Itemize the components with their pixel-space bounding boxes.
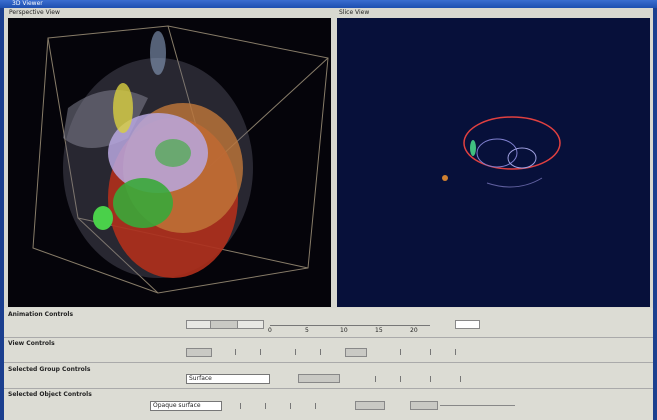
separator xyxy=(4,388,653,389)
window-title: 3D Viewer xyxy=(12,0,43,7)
frame-input[interactable] xyxy=(455,320,480,329)
title-bar: 3D Viewer xyxy=(0,0,657,8)
slice-view xyxy=(337,18,650,307)
section-label: Selected Object Controls xyxy=(8,391,92,398)
tick-label: 20 xyxy=(410,327,418,334)
section-label: Animation Controls xyxy=(8,311,74,318)
separator xyxy=(4,337,653,338)
section-label: Selected Group Controls xyxy=(8,366,91,373)
button[interactable] xyxy=(298,374,340,383)
separator xyxy=(4,362,653,363)
dropdown[interactable]: Opaque surface xyxy=(150,401,222,411)
tick-label: 5 xyxy=(305,327,309,334)
button[interactable] xyxy=(345,348,367,357)
button[interactable] xyxy=(410,401,438,410)
dropdown[interactable]: Surface xyxy=(186,374,270,384)
perspective-view xyxy=(8,18,331,307)
slider-thumb[interactable] xyxy=(210,320,238,329)
opacity-slider[interactable] xyxy=(440,405,515,406)
tick-label: 10 xyxy=(340,327,348,334)
timeline xyxy=(270,325,430,326)
view-label: Slice View xyxy=(339,9,370,16)
section-label: View Controls xyxy=(8,340,55,347)
button[interactable] xyxy=(186,348,212,357)
button[interactable] xyxy=(355,401,385,410)
view-label: Perspective View xyxy=(9,9,60,16)
tick-label: 15 xyxy=(375,327,383,334)
tick-label: 0 xyxy=(268,327,272,334)
control-panel xyxy=(4,308,653,420)
